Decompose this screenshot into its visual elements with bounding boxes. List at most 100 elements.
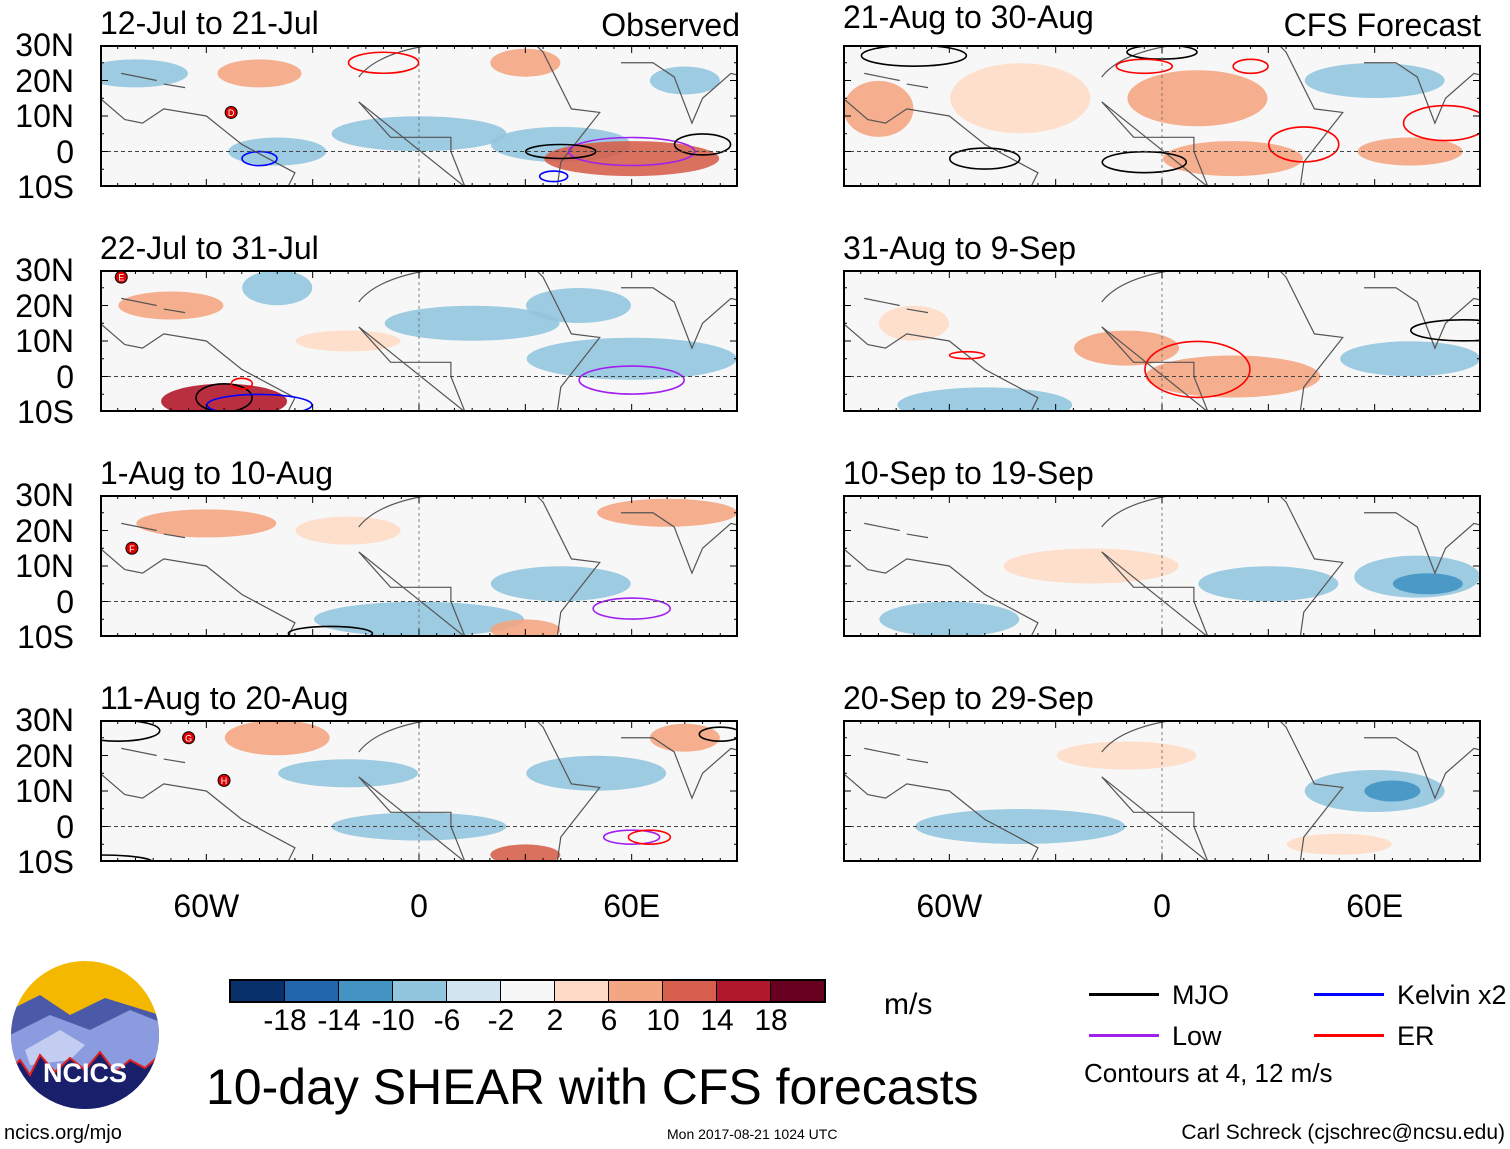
lat-label: 30N [15,477,74,513]
shading-area [118,291,224,320]
shading-area [217,59,302,88]
coastline-africa [358,270,601,412]
coastline-india [621,287,738,350]
colorbar-label: 6 [600,1004,618,1037]
wave-contour [948,147,1021,170]
colorbar-swatch [285,981,339,1001]
coastline-south-america [100,97,296,187]
shear-map-panel: E [100,270,738,412]
svg-text:NCICS: NCICS [43,1058,127,1088]
wave-contour [287,625,374,637]
figure-title: 10-day SHEAR with CFS forecasts [206,1059,979,1115]
shading-area [1392,573,1463,595]
colorbar-swatch [231,981,285,1001]
storm-marker-icon [114,270,128,284]
wave-contour [567,136,696,167]
shading-area [1364,780,1421,802]
shading-area [649,66,720,95]
colorbar-label: 10 [646,1004,680,1037]
shading-area [526,337,737,380]
lat-label: 10N [15,98,74,134]
wave-contour [230,377,254,390]
coastline-africa [358,495,601,637]
shading-area [878,305,949,341]
colorbar-label: 18 [754,1004,788,1037]
shear-map-panel [843,720,1481,862]
left-column-label: Observed [601,7,740,43]
legend-label: Kelvin x2 [1397,980,1507,1010]
wave-contour [1267,126,1340,163]
wave-contour [627,829,672,845]
colorbar [229,979,826,1003]
shading-area [1056,741,1197,770]
storm-marker-label: F [129,544,135,554]
lat-label: 10N [15,323,74,359]
coastline-africa [1101,270,1344,412]
footer-url[interactable]: ncics.org/mjo [4,1122,122,1144]
panel-frame [843,720,1481,862]
panel-frame [100,495,738,637]
wave-contour [1115,58,1174,75]
panel-frame [843,495,1481,637]
colorbar-swatch [555,981,609,1001]
lat-label: 10S [17,169,74,205]
lat-label: 10N [15,773,74,809]
wave-contour [592,597,671,620]
colorbar-label: -10 [371,1004,415,1037]
colorbar-units: m/s [884,988,933,1021]
coastline-africa [1101,495,1344,637]
lat-label: 20N [15,287,74,324]
legend-label: ER [1397,1021,1435,1051]
shading-area [1127,70,1268,127]
wave-contour [602,829,661,845]
coastline-caribbean [864,747,929,764]
colorbar-swatch [771,981,824,1001]
right-column-label: CFS Forecast [1283,7,1481,43]
colorbar-swatch [663,981,717,1001]
lat-label: 10N [15,548,74,584]
coastline-south-america [843,322,1039,412]
coastline-caribbean [864,297,929,314]
lat-label: 20N [15,62,74,99]
shading-area [490,619,561,637]
shading-area [1162,141,1303,177]
lat-label: 20N [15,737,74,774]
storm-marker-label: G [185,733,192,743]
colorbar-label: -2 [487,1004,515,1037]
wave-contour [698,726,738,742]
storm-marker-icon [125,541,139,555]
coastline-south-america [100,322,296,412]
wave-contour [673,133,732,156]
panel-title: 31-Aug to 9-Sep [843,230,1077,266]
footer-timestamp: Mon 2017-08-21 1024 UTC [667,1126,838,1142]
colorbar-label: -18 [263,1004,307,1037]
shading-area [278,759,419,788]
coastline-caribbean [121,297,186,314]
panel-title: 21-Aug to 30-Aug [843,0,1094,35]
wave-contour [1144,340,1251,399]
wave-contour [241,150,278,167]
coastline-india [1364,737,1481,800]
shading-area [843,80,914,137]
shading-area [897,387,1073,412]
lat-label: 10S [17,394,74,430]
shading-area [384,305,560,341]
storm-marker-icon [217,773,231,787]
colorbar-swatch [609,981,663,1001]
coastline-south-america [843,97,1039,187]
coastline-india [621,62,738,125]
shading-area [526,288,631,323]
storm-marker-label: E [118,273,124,283]
coastline-caribbean [121,747,186,764]
lon-label: 60W [916,888,983,924]
colorbar-swatch [447,981,501,1001]
wave-contour [578,365,685,395]
shear-map-panel [843,45,1481,187]
shading-area [1074,330,1180,366]
coastline-india [1364,62,1481,125]
panel-title: 10-Sep to 19-Sep [843,455,1094,491]
lon-label: 60E [1346,888,1404,924]
shading-area [490,566,631,602]
storm-marker-icon [182,731,196,745]
panel-title: 12-Jul to 21-Jul [100,5,319,41]
